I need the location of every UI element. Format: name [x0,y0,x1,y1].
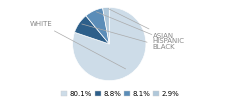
Wedge shape [73,7,146,81]
Wedge shape [86,8,109,44]
Wedge shape [75,16,109,44]
Text: HISPANIC: HISPANIC [96,12,185,44]
Text: ASIAN: ASIAN [108,9,174,39]
Text: WHITE: WHITE [30,21,126,69]
Wedge shape [103,7,109,44]
Text: BLACK: BLACK [82,24,175,50]
Legend: 80.1%, 8.8%, 8.1%, 2.9%: 80.1%, 8.8%, 8.1%, 2.9% [61,90,179,96]
